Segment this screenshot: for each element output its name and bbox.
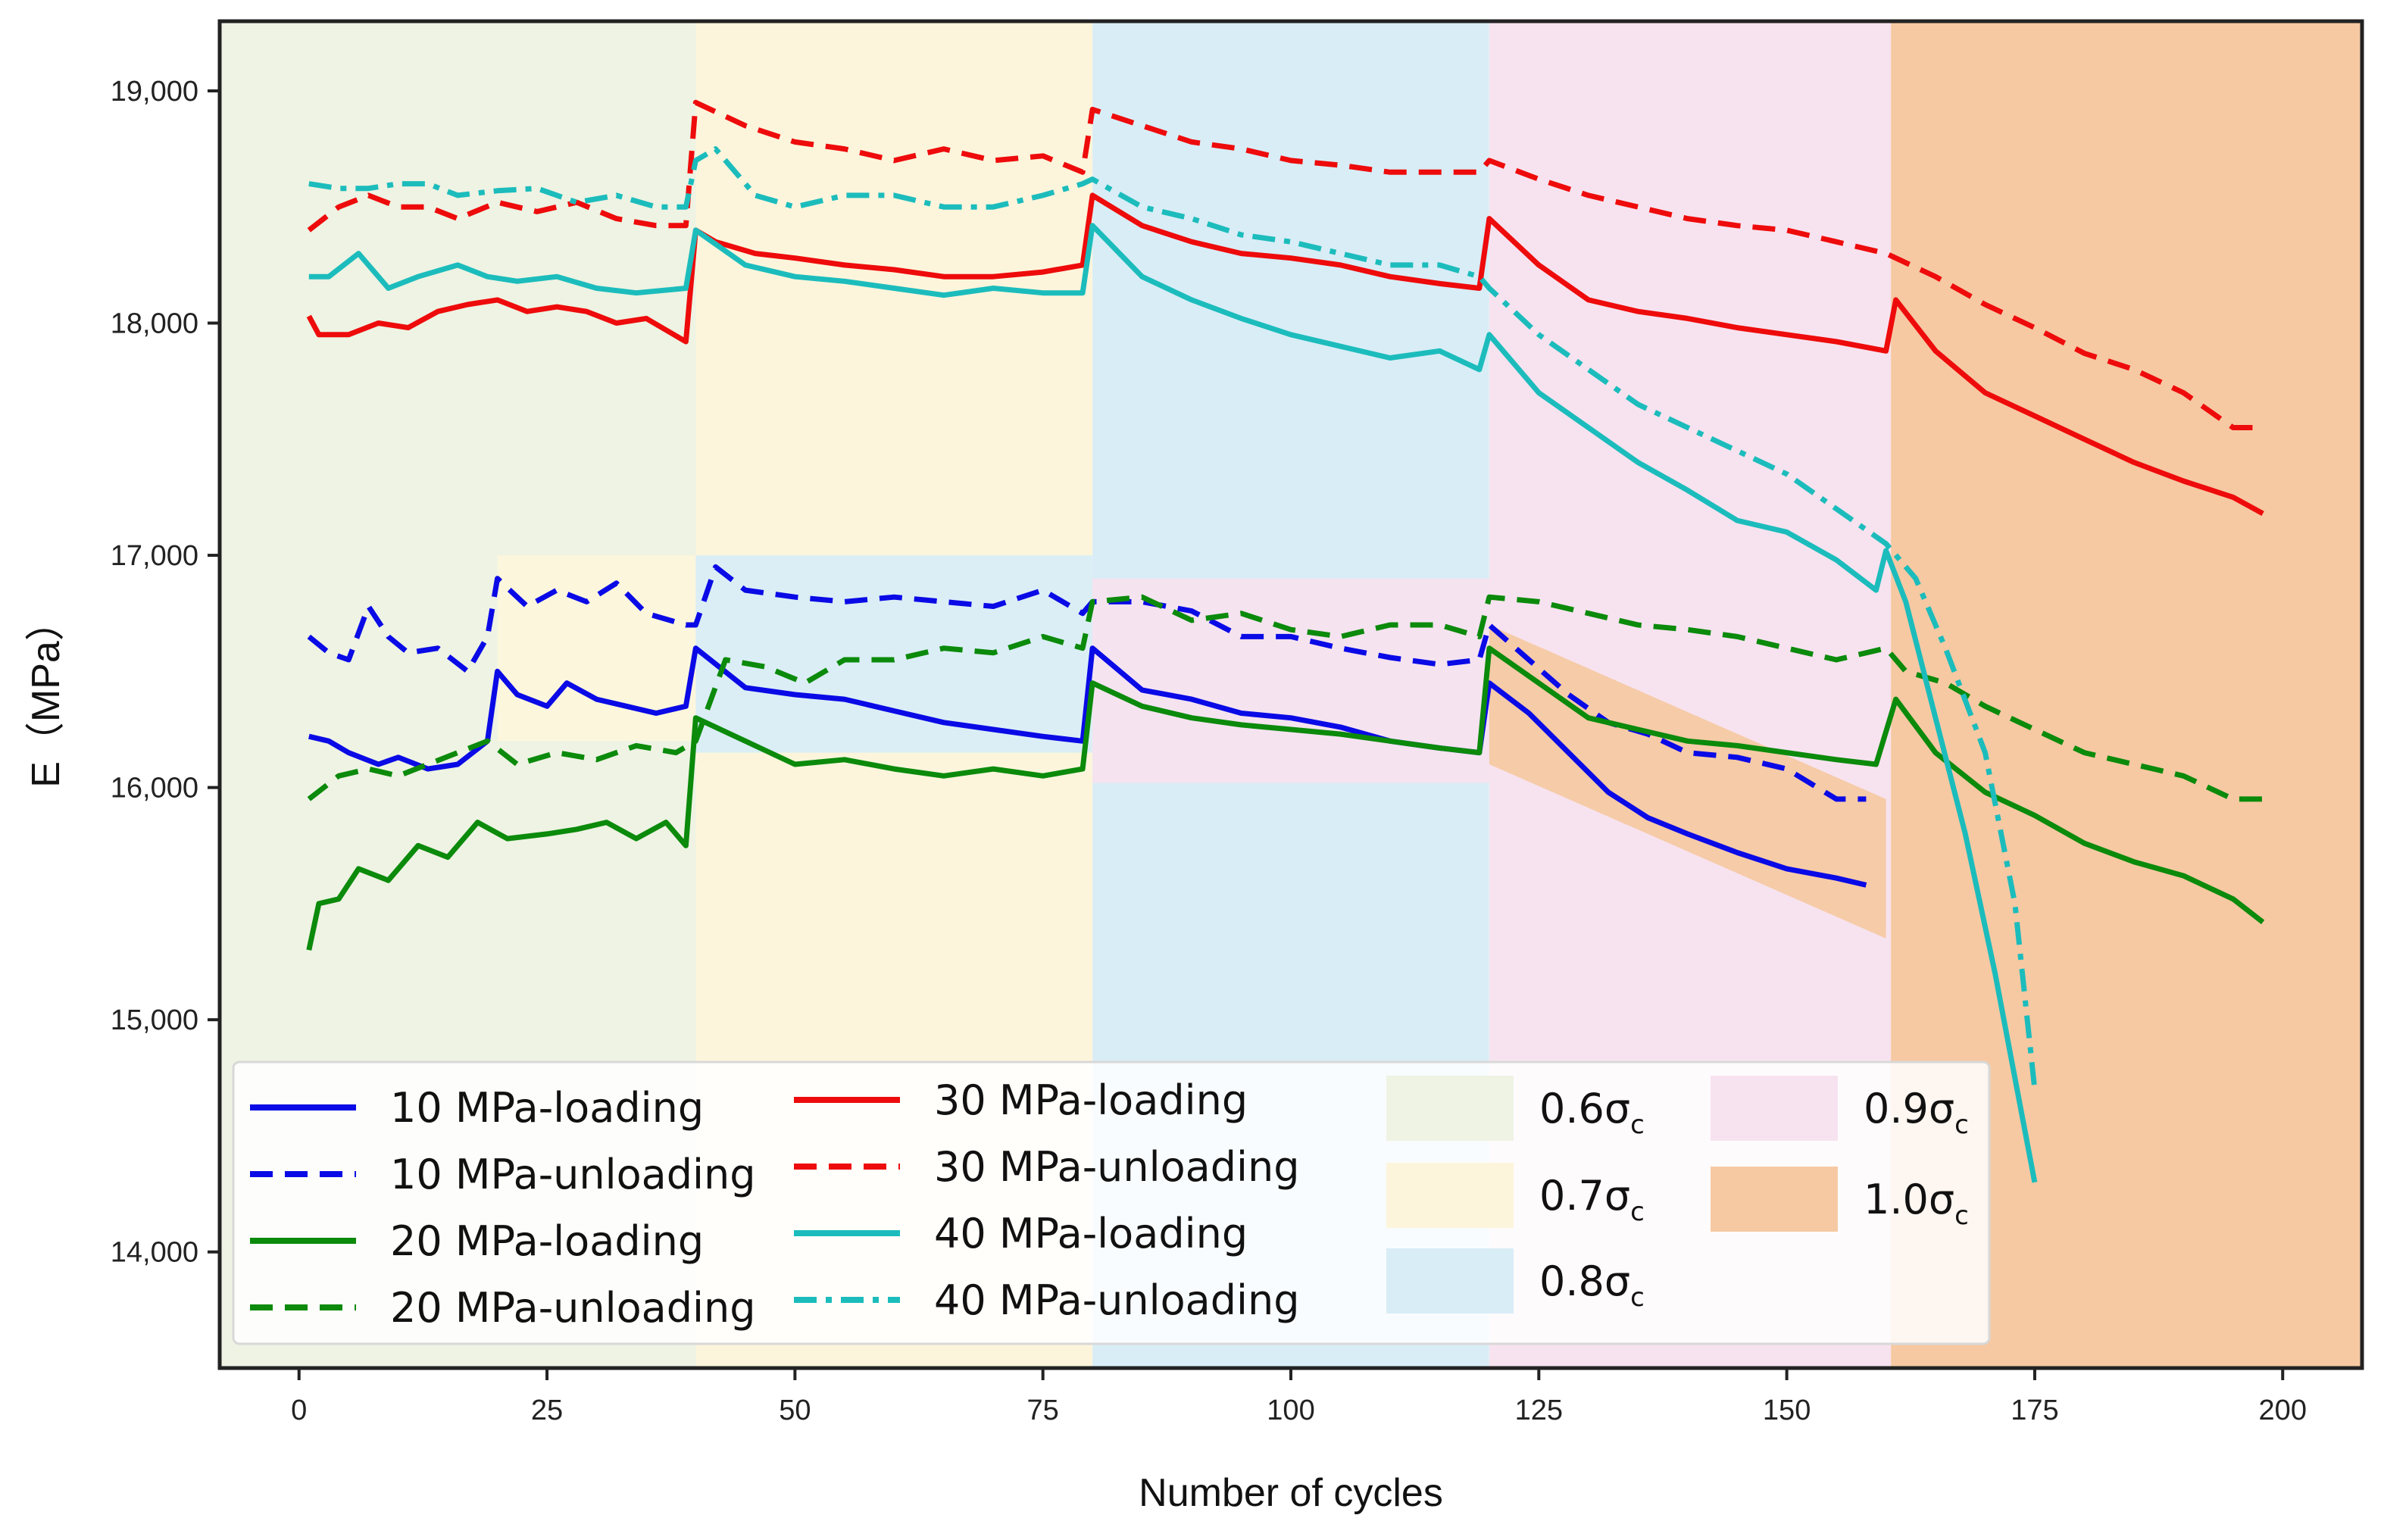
- legend-band-swatch-2: [1386, 1248, 1514, 1314]
- legend-label-5: 30 MPa-unloading: [934, 1143, 1300, 1191]
- legend-band-swatch-1: [1386, 1163, 1514, 1228]
- series-line-5: [307, 99, 2264, 430]
- legend-band-swatch-0: [1386, 1076, 1514, 1141]
- legend-label-6: 40 MPa-loading: [934, 1210, 1248, 1257]
- inner-band-3: [1489, 625, 1886, 939]
- series-line-1: [307, 564, 1867, 802]
- legend-label-3: 20 MPa-unloading: [390, 1284, 756, 1332]
- y-tick-label-3: 17,000: [111, 540, 198, 572]
- y-tick-label-5: 19,000: [111, 76, 198, 108]
- y-tick-label-1: 15,000: [111, 1004, 198, 1036]
- legend-band-swatch-3: [1711, 1076, 1838, 1141]
- series-line-2: [306, 645, 2265, 951]
- series-line-0: [308, 645, 1867, 888]
- legend-band-label-2: 0.8σc: [1539, 1257, 1645, 1313]
- inner-band-0: [497, 555, 696, 742]
- x-tick-label-3: 75: [1027, 1395, 1059, 1426]
- x-tick-label-2: 50: [779, 1395, 811, 1426]
- y-axis-title: E（MPa）: [24, 601, 68, 788]
- series-line-3: [307, 594, 2264, 802]
- legend-band-label-1: 0.7σc: [1539, 1172, 1645, 1227]
- legend-label-0: 10 MPa-loading: [390, 1084, 704, 1132]
- y-tick-label-0: 14,000: [111, 1237, 198, 1269]
- x-tick-label-4: 100: [1267, 1395, 1314, 1426]
- series-line-7: [308, 146, 2038, 1090]
- legend-band-label-4: 1.0σc: [1864, 1176, 1969, 1231]
- y-tick-label-2: 16,000: [111, 773, 198, 804]
- x-tick-label-8: 200: [2259, 1395, 2307, 1426]
- legend-label-4: 30 MPa-loading: [934, 1076, 1248, 1124]
- x-tick-label-1: 25: [531, 1395, 563, 1426]
- legend-band-subscript-3: c: [1954, 1110, 1969, 1140]
- legend-box: [232, 1061, 1991, 1345]
- legend-band-subscript-2: c: [1630, 1282, 1645, 1313]
- legend-label-2: 20 MPa-loading: [390, 1217, 704, 1265]
- x-axis-title: Number of cycles: [1139, 1471, 1443, 1515]
- x-tick-label-7: 175: [2011, 1395, 2058, 1426]
- legend-band-swatch-4: [1711, 1167, 1838, 1232]
- inner-shaded-bands: [497, 555, 1886, 939]
- legend-band-subscript-0: c: [1630, 1110, 1645, 1140]
- legend-label-1: 10 MPa-unloading: [390, 1151, 756, 1198]
- inner-band-1: [695, 555, 1093, 753]
- series-line-4: [306, 192, 2264, 516]
- series-lines: [306, 99, 2265, 1183]
- y-tick-label-4: 18,000: [111, 308, 198, 340]
- inner-band-2: [1092, 578, 1489, 783]
- series-line-6: [308, 223, 2038, 1183]
- x-tick-label-5: 125: [1515, 1395, 1563, 1426]
- legend-band-label-0: 0.6σc: [1539, 1085, 1645, 1140]
- legend-band-subscript-4: c: [1954, 1201, 1969, 1231]
- legend-label-7: 40 MPa-unloading: [934, 1276, 1300, 1324]
- x-tick-label-6: 150: [1763, 1395, 1811, 1426]
- x-tick-label-0: 0: [291, 1395, 307, 1426]
- legend: 10 MPa-loading 10 MPa-unloading 20 MPa-loa…: [232, 1061, 1991, 1345]
- legend-band-label-3: 0.9σc: [1864, 1085, 1969, 1140]
- legend-band-subscript-1: c: [1630, 1197, 1645, 1227]
- axes: 0 25 50 75 100 125 150 175 200 14,000 15,000 16,000…: [111, 19, 2364, 1426]
